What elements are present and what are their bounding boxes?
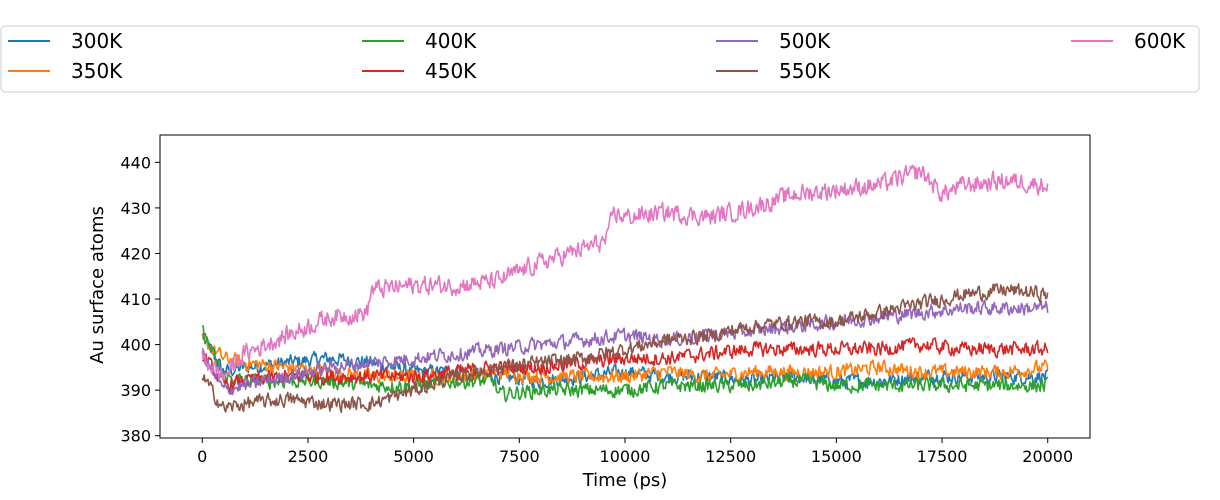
series-line-400K [201, 324, 1049, 403]
legend-label: 450K [425, 59, 477, 83]
series-line-600K [201, 164, 1049, 381]
x-tick-label: 15000 [811, 447, 862, 466]
x-tick-label: 0 [197, 447, 207, 466]
legend-label: 550K [779, 59, 831, 83]
y-tick-label: 380 [120, 427, 151, 446]
x-tick-label: 2500 [288, 447, 329, 466]
legend-label: 500K [779, 29, 831, 53]
y-axis-label: Au surface atoms [87, 206, 108, 364]
legend-label: 600K [1134, 29, 1186, 53]
legend-item-300K: 300K [8, 29, 123, 53]
legend-item-350K: 350K [8, 59, 123, 83]
legend: 300K 350K 400K 450K 500K 550K 600K [0, 25, 1200, 93]
plot-frame [159, 134, 1091, 439]
x-tick-label: 17500 [917, 447, 968, 466]
legend-box [0, 25, 1200, 93]
y-tick-label: 430 [120, 199, 151, 218]
legend-item-600K: 600K [1071, 29, 1186, 53]
y-tick-label: 390 [120, 381, 151, 400]
x-tick-label: 12500 [705, 447, 756, 466]
legend-label: 400K [425, 29, 477, 53]
legend-item-450K: 450K [362, 59, 477, 83]
legend-item-550K: 550K [716, 59, 831, 83]
legend-label: 300K [71, 29, 123, 53]
y-tick-label: 400 [120, 336, 151, 355]
series-line-500K [201, 299, 1049, 396]
legend-item-400K: 400K [362, 29, 477, 53]
y-tick-label: 420 [120, 244, 151, 263]
x-tick-label: 10000 [600, 447, 651, 466]
y-tick-label: 440 [120, 153, 151, 172]
x-axis-label: Time (ps) [582, 470, 668, 491]
y-tick-label: 410 [120, 290, 151, 309]
plot-area [159, 134, 1091, 439]
x-tick-label: 5000 [393, 447, 434, 466]
legend-item-500K: 500K [716, 29, 831, 53]
x-tick-label: 20000 [1022, 447, 1073, 466]
series-line-550K [201, 282, 1049, 414]
series-line-450K [201, 337, 1049, 393]
x-tick-label: 7500 [499, 447, 540, 466]
legend-label: 350K [71, 59, 123, 83]
y-axis: 380 390 400 410 420 430 440 [120, 153, 160, 446]
x-axis: 0 2500 5000 7500 10000 12500 15000 17500 20000 [197, 438, 1073, 466]
